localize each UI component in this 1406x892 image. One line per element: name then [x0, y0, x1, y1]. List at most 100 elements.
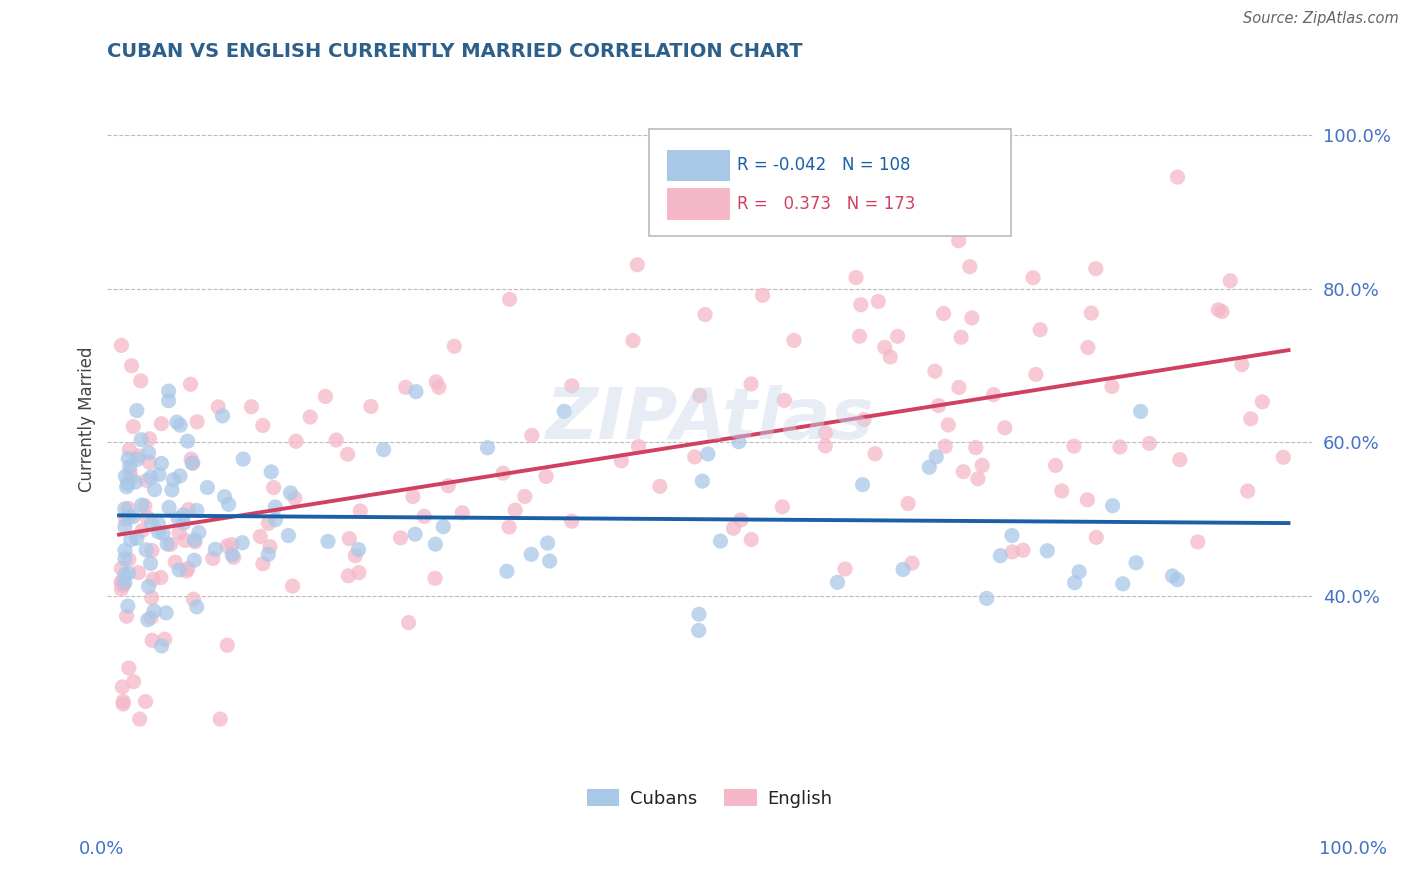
Point	[948, 380, 970, 394]
Point	[965, 441, 987, 455]
Point	[122, 419, 145, 434]
Point	[1077, 341, 1099, 355]
Point	[181, 456, 204, 470]
Point	[231, 535, 253, 549]
Point	[110, 582, 132, 596]
Point	[138, 446, 160, 460]
Point	[117, 476, 139, 491]
Point	[960, 310, 983, 325]
Point	[621, 334, 644, 348]
Point	[783, 334, 806, 348]
Point	[136, 510, 159, 524]
Point	[117, 566, 139, 581]
Point	[1161, 569, 1184, 583]
Point	[285, 434, 308, 449]
Point	[610, 454, 633, 468]
Point	[125, 403, 148, 417]
Point	[112, 577, 135, 591]
Point	[176, 434, 198, 449]
Point	[688, 607, 710, 622]
Point	[152, 526, 174, 541]
Point	[1168, 452, 1191, 467]
Point	[1063, 575, 1085, 590]
Point	[167, 511, 190, 525]
Text: ZIPAtlas: ZIPAtlas	[546, 384, 875, 454]
Point	[160, 483, 183, 497]
Point	[814, 425, 837, 440]
Point	[337, 569, 360, 583]
Point	[683, 450, 706, 464]
Point	[141, 543, 163, 558]
Point	[177, 561, 200, 575]
Point	[217, 638, 239, 652]
Point	[135, 474, 157, 488]
Point	[503, 503, 526, 517]
Point	[395, 380, 418, 394]
Point	[886, 329, 908, 343]
Point	[347, 566, 370, 580]
Point	[115, 609, 138, 624]
Point	[141, 516, 163, 531]
Point	[148, 467, 170, 482]
Point	[149, 570, 172, 584]
Point	[561, 378, 583, 392]
Point	[257, 516, 280, 531]
Point	[184, 534, 207, 549]
Point	[131, 524, 153, 538]
Point	[148, 516, 170, 531]
Point	[740, 376, 762, 391]
Point	[1101, 499, 1123, 513]
FancyBboxPatch shape	[668, 188, 730, 220]
Point	[125, 531, 148, 545]
Point	[1029, 323, 1052, 337]
Point	[186, 599, 208, 614]
Point	[257, 547, 280, 561]
Point	[204, 542, 226, 557]
Point	[1036, 543, 1059, 558]
FancyBboxPatch shape	[650, 128, 1011, 236]
Point	[627, 440, 650, 454]
Point	[925, 450, 948, 464]
Point	[498, 520, 520, 534]
Text: 100.0%: 100.0%	[1319, 840, 1386, 858]
Point	[536, 536, 558, 550]
Point	[1101, 379, 1123, 393]
Point	[259, 540, 281, 554]
Point	[834, 562, 856, 576]
Point	[127, 452, 149, 467]
Point	[404, 527, 426, 541]
Point	[688, 624, 710, 638]
Point	[252, 557, 274, 571]
Point	[520, 547, 543, 561]
Point	[1069, 565, 1091, 579]
Point	[143, 604, 166, 618]
Point	[142, 572, 165, 586]
Point	[1045, 458, 1067, 473]
Point	[195, 481, 218, 495]
Point	[425, 537, 447, 551]
Point	[553, 404, 575, 418]
Point	[561, 514, 583, 528]
Point	[221, 538, 243, 552]
Point	[260, 465, 283, 479]
Point	[114, 469, 136, 483]
Point	[1208, 302, 1230, 317]
Point	[153, 632, 176, 647]
Point	[240, 400, 263, 414]
Point	[211, 409, 233, 423]
Point	[221, 548, 243, 562]
Point	[1219, 274, 1241, 288]
Point	[451, 506, 474, 520]
Point	[1137, 436, 1160, 450]
Point	[117, 451, 139, 466]
Point	[360, 400, 382, 414]
Point	[863, 447, 886, 461]
Point	[496, 564, 519, 578]
Point	[249, 529, 271, 543]
Point	[169, 418, 191, 433]
Point	[174, 533, 197, 548]
Point	[1109, 440, 1132, 454]
Point	[967, 472, 990, 486]
Point	[1076, 492, 1098, 507]
Point	[181, 456, 204, 470]
